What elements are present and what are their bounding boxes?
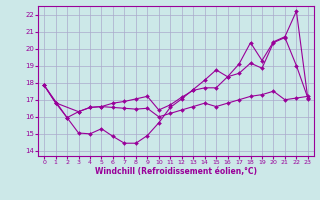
X-axis label: Windchill (Refroidissement éolien,°C): Windchill (Refroidissement éolien,°C) bbox=[95, 167, 257, 176]
